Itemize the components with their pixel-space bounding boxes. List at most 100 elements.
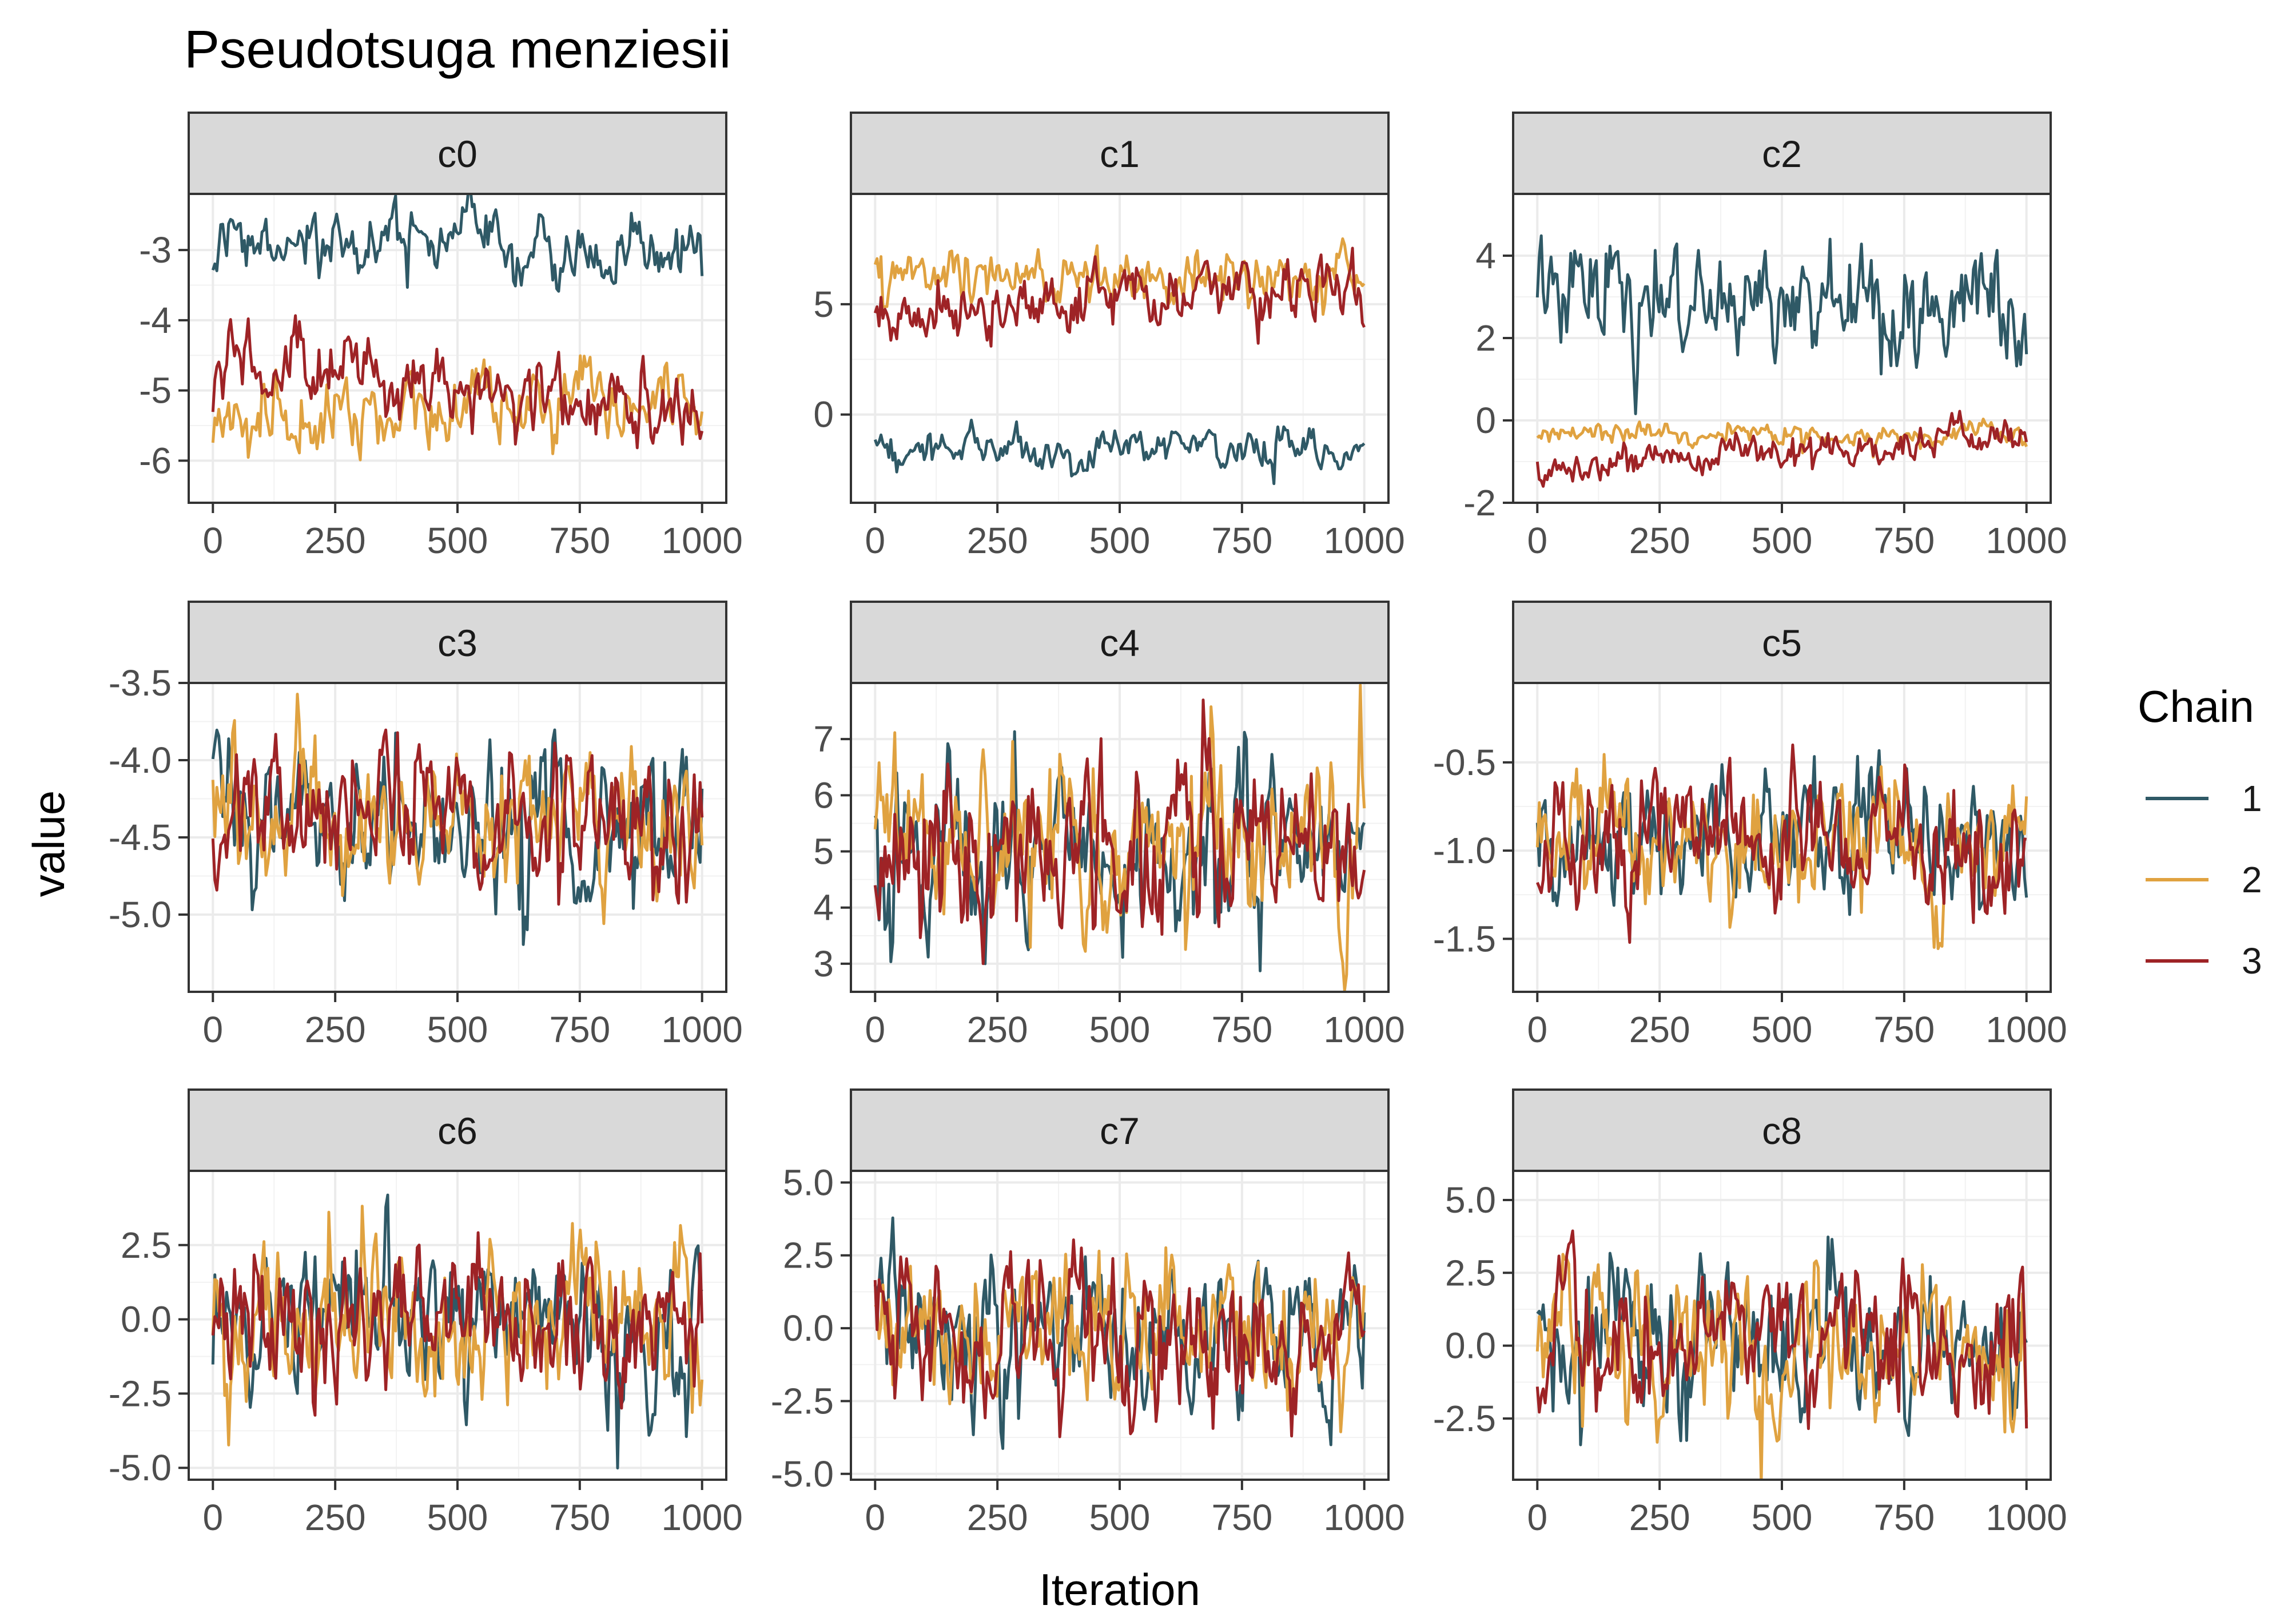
facet-strip-label: c3 <box>437 622 477 664</box>
y-tick-label: -2 <box>1463 482 1496 523</box>
x-tick-label: 1000 <box>1324 520 1405 561</box>
x-tick-label: 500 <box>1752 1009 1813 1050</box>
traces <box>1535 1229 2028 1480</box>
x-tick-label: 1000 <box>662 520 743 561</box>
x-tick-label: 1000 <box>662 1009 743 1050</box>
x-tick-label: 750 <box>549 520 610 561</box>
y-tick-label: -5 <box>139 370 172 411</box>
y-tick-label: -0.5 <box>1433 742 1496 783</box>
x-tick-label: 0 <box>203 1497 224 1538</box>
x-tick-label: 0 <box>865 520 886 561</box>
x-tick-label: 250 <box>967 520 1028 561</box>
y-tick-label: 0.0 <box>783 1308 834 1349</box>
x-tick-label: 750 <box>1211 1497 1272 1538</box>
trace-line-chain-3 <box>873 698 1366 966</box>
y-tick-label: 2.5 <box>1445 1252 1496 1293</box>
x-tick-label: 500 <box>1089 1009 1151 1050</box>
x-tick-label: 250 <box>1629 520 1690 561</box>
legend: Chain 1 2 3 <box>2138 681 2262 982</box>
legend-item-chain-1: 1 <box>2146 778 2262 819</box>
legend-label: 1 <box>2242 778 2262 819</box>
x-tick-label: 1000 <box>1986 520 2067 561</box>
y-tick-label: -3.5 <box>109 662 172 704</box>
traces <box>211 194 704 462</box>
trace-line-chain-3 <box>1535 743 2027 944</box>
x-tick-label: 1000 <box>1324 1009 1405 1050</box>
x-tick-label: 750 <box>1211 520 1272 561</box>
legend-item-chain-2: 2 <box>2146 859 2262 900</box>
legend-entries: 1 2 3 <box>2146 778 2262 982</box>
x-tick-label: 500 <box>1752 1497 1813 1538</box>
y-tick-label: 2.5 <box>783 1235 834 1276</box>
trace-line-chain-2 <box>211 354 704 462</box>
facet-strip-label: c1 <box>1100 133 1140 175</box>
y-tick-label: 0.0 <box>1445 1325 1496 1366</box>
chart-title: Pseudotsuga menziesii <box>184 19 731 79</box>
facet-strip-label: c6 <box>437 1110 477 1152</box>
x-tick-label: 500 <box>1752 520 1813 561</box>
x-tick-label: 750 <box>549 1497 610 1538</box>
y-tick-label: 2.5 <box>121 1225 172 1266</box>
y-tick-label: 5 <box>813 831 834 872</box>
x-tick-label: 0 <box>1527 520 1548 561</box>
facet-strip <box>188 601 727 684</box>
x-tick-label: 0 <box>1527 1497 1548 1538</box>
legend-label: 3 <box>2242 940 2262 982</box>
x-tick-label: 250 <box>1629 1497 1690 1538</box>
facet-strip <box>850 1088 1390 1172</box>
trace-line-chain-1 <box>873 419 1366 486</box>
traces <box>211 1193 704 1470</box>
x-tick-label: 1000 <box>1324 1497 1405 1538</box>
facet-strip-label: c4 <box>1100 622 1140 664</box>
x-tick-label: 500 <box>427 1009 488 1050</box>
y-axis-label: value <box>23 790 74 897</box>
x-tick-label: 250 <box>305 520 366 561</box>
trace-line-chain-1 <box>211 194 704 293</box>
x-tick-label: 750 <box>1873 520 1935 561</box>
panel-c7: c7 0 250 500 750 1000 5.0 2.5 0.0 -2.5 -5.0 <box>771 1088 1405 1538</box>
trace-line-chain-3 <box>873 1238 1366 1439</box>
x-tick-label: 1000 <box>1986 1497 2067 1538</box>
x-tick-label: 1000 <box>662 1497 743 1538</box>
trace-line-chain-1 <box>1535 234 2028 415</box>
x-tick-label: 750 <box>549 1009 610 1050</box>
panel-c0: c0 0 250 500 750 1000 -3 -4 -5 -6 <box>139 112 743 561</box>
x-tick-label: 0 <box>865 1009 886 1050</box>
x-tick-label: 0 <box>203 520 224 561</box>
trace-line-chain-2 <box>873 684 1366 992</box>
y-tick-label: 3 <box>813 943 834 984</box>
trace-line-chain-3 <box>211 314 704 450</box>
x-tick-label: 500 <box>1089 520 1151 561</box>
trace-line-chain-2 <box>1536 418 2028 459</box>
trace-line-chain-2 <box>1535 1253 2028 1480</box>
x-tick-label: 500 <box>427 1497 488 1538</box>
traces <box>1535 743 2028 950</box>
x-tick-label: 0 <box>865 1497 886 1538</box>
x-tick-label: 250 <box>305 1009 366 1050</box>
x-tick-label: 500 <box>427 520 488 561</box>
facet-strip-label: c8 <box>1762 1110 1802 1152</box>
y-tick-label: 4 <box>813 887 834 928</box>
y-tick-label: -2.5 <box>771 1380 834 1421</box>
y-tick-label: 4 <box>1475 235 1496 276</box>
facet-strip <box>188 112 727 195</box>
facet-strip-label: c2 <box>1762 133 1802 175</box>
y-tick-label: 0 <box>813 394 834 435</box>
legend-item-chain-3: 3 <box>2146 940 2262 982</box>
y-tick-label: -1.5 <box>1433 918 1496 959</box>
y-tick-label: 6 <box>813 774 834 816</box>
y-tick-label: 0 <box>1475 400 1496 441</box>
y-tick-label: -2.5 <box>1433 1398 1496 1439</box>
facet-strip <box>1512 1088 2052 1172</box>
y-tick-label: -4.0 <box>109 740 172 781</box>
panel-c1: c1 0 250 500 750 1000 5 0 <box>813 112 1405 561</box>
y-tick-label: -1.0 <box>1433 830 1496 871</box>
trace-line-chain-3 <box>873 247 1366 348</box>
y-tick-label: -5.0 <box>109 894 172 935</box>
y-tick-label: -4 <box>139 300 172 341</box>
y-tick-label: 7 <box>813 718 834 760</box>
facet-strip <box>850 112 1390 195</box>
x-tick-label: 500 <box>1089 1497 1151 1538</box>
trace-line-chain-3 <box>1535 1229 2028 1431</box>
